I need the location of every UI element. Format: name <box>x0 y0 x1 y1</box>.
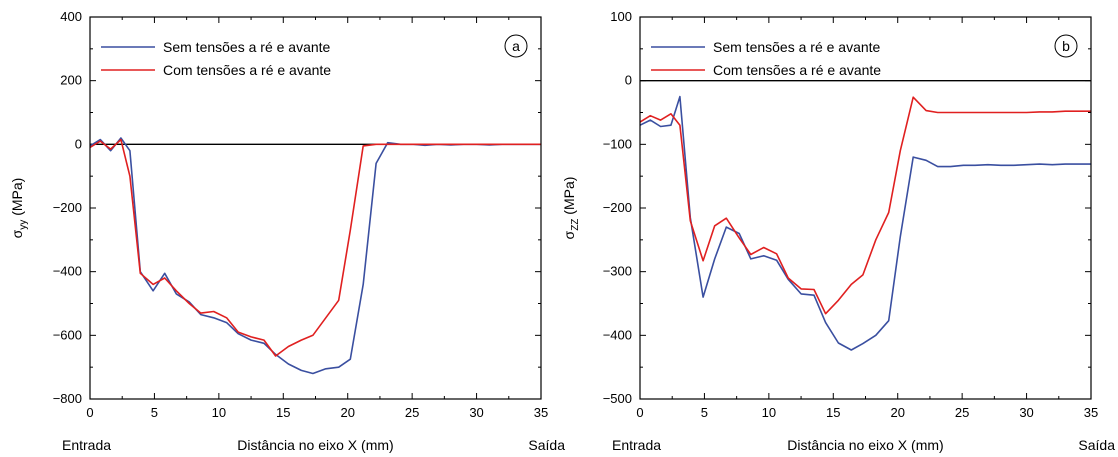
panel-letter-circle <box>504 34 528 58</box>
x-axis-title: Distância no eixo X (mm) <box>237 437 393 453</box>
panel-letter: b <box>1062 38 1070 54</box>
series-line-1 <box>89 137 541 375</box>
y-tick-label: 400 <box>60 9 82 24</box>
y-tick-label: 0 <box>75 136 82 151</box>
x-left-label: Entrada <box>612 437 661 453</box>
x-tick-label: 30 <box>469 405 483 420</box>
x-tick-label: 0 <box>86 405 93 420</box>
y-axis-symbol: σ <box>9 229 25 238</box>
x-tick-label: 15 <box>276 405 290 420</box>
y-axis-symbol: σ <box>561 230 577 239</box>
y-tick-label: −400 <box>603 327 632 342</box>
y-axis-title: σZZ (MPa) <box>561 177 581 240</box>
y-tick-label: −200 <box>53 200 82 215</box>
series-line-1 <box>639 95 1091 351</box>
x-tick-label: 20 <box>340 405 354 420</box>
y-tick-label: 100 <box>610 9 632 24</box>
x-right-label: Saída <box>528 437 565 453</box>
x-tick-label: 35 <box>1084 405 1098 420</box>
y-tick-label: 200 <box>60 73 82 88</box>
chart-panel-a: 0 5 10 15 20 25 30 35 −800 −600 −400 −200 0 200 400 Sem… <box>9 9 565 453</box>
legend-label-2: Com tensões a ré e avante <box>163 62 331 78</box>
x-tick-label: 20 <box>890 405 904 420</box>
x-tick-label: 10 <box>762 405 776 420</box>
x-tick-label: 30 <box>1019 405 1033 420</box>
legend-label-2: Com tensões a ré e avante <box>713 62 881 78</box>
y-axis-subscript: ZZ <box>570 219 581 231</box>
x-tick-label: 10 <box>212 405 226 420</box>
y-tick-label: −300 <box>603 264 632 279</box>
x-right-label: Saída <box>1078 437 1115 453</box>
y-tick-label: −400 <box>53 264 82 279</box>
x-tick-label: 35 <box>534 405 548 420</box>
x-tick-label: 25 <box>955 405 969 420</box>
x-tick-label: 5 <box>701 405 708 420</box>
chart-panel-b: 0 5 10 15 20 25 30 35 −500 −400 −300 −200 −100 0 100 Se… <box>561 9 1115 453</box>
series-line-2 <box>639 96 1091 315</box>
x-tick-label: 15 <box>826 405 840 420</box>
y-axis-subscript: yy <box>18 220 29 230</box>
y-axis-unit: (MPa) <box>9 178 25 220</box>
y-tick-label: −200 <box>603 200 632 215</box>
y-tick-label: −800 <box>53 391 82 406</box>
plot-frame <box>639 16 1092 400</box>
y-tick-label: −600 <box>53 327 82 342</box>
legend-label-1: Sem tensões a ré e avante <box>713 39 881 55</box>
x-axis-title: Distância no eixo X (mm) <box>787 437 943 453</box>
legend-label-1: Sem tensões a ré e avante <box>163 39 331 55</box>
x-tick-label: 5 <box>151 405 158 420</box>
y-tick-label: −500 <box>603 391 632 406</box>
panel-letter-circle <box>1054 34 1078 58</box>
y-tick-label: −100 <box>603 136 632 151</box>
y-axis-unit: (MPa) <box>561 177 577 219</box>
plot-frame <box>89 16 542 400</box>
x-tick-label: 25 <box>405 405 419 420</box>
x-tick-label: 0 <box>636 405 643 420</box>
panel-letter: a <box>512 38 520 54</box>
y-tick-label: 0 <box>625 73 632 88</box>
series-line-2 <box>89 138 541 357</box>
x-left-label: Entrada <box>62 437 111 453</box>
y-axis-title: σyy (MPa) <box>9 178 29 239</box>
